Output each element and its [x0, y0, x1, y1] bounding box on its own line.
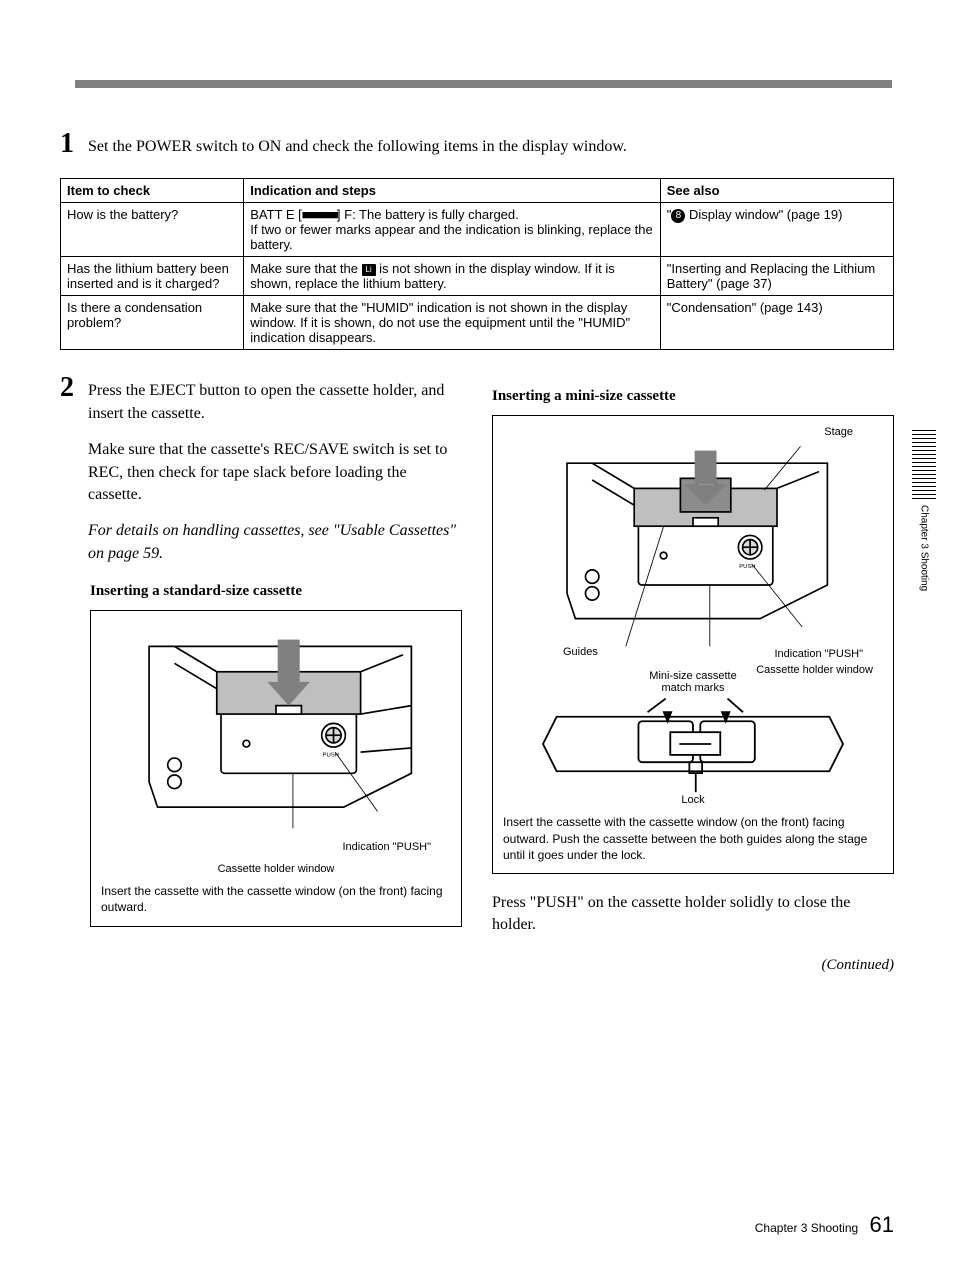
lithium-icon: Li	[362, 264, 376, 276]
step-2-body: Press the EJECT button to open the casse…	[88, 374, 462, 565]
cassette-mini-front-icon	[503, 694, 883, 794]
see-suffix: Display window" (page 19)	[685, 207, 842, 222]
label-push: Indication "PUSH"	[101, 841, 451, 853]
caption-standard: Insert the cassette with the cassette wi…	[101, 883, 451, 915]
figure-standard: PUSH Indication "PUSH" Cassette holder w…	[90, 610, 462, 926]
th-see: See also	[660, 179, 893, 203]
batt-prefix: BATT E [	[250, 207, 302, 222]
cell-item: How is the battery?	[61, 203, 244, 257]
cassette-mini-top-icon: PUSH	[503, 438, 883, 648]
footer-chapter: Chapter 3 Shooting	[755, 1221, 858, 1235]
th-item: Item to check	[61, 179, 244, 203]
cell-see: "Condensation" (page 143)	[660, 296, 893, 350]
after-text: Press "PUSH" on the cassette holder soli…	[492, 892, 894, 937]
th-indication: Indication and steps	[244, 179, 661, 203]
page-number: 61	[870, 1212, 894, 1237]
step-2-text: Press the EJECT button to open the casse…	[88, 380, 462, 425]
step-2-para3: For details on handling cassettes, see "…	[88, 520, 462, 565]
thumb-index-icon	[912, 430, 936, 499]
table-row: How is the battery? BATT E [■■■■■■] F: T…	[61, 203, 894, 257]
step-1-text: Set the POWER switch to ON and check the…	[88, 130, 627, 158]
batt-line2: If two or fewer marks appear and the ind…	[250, 222, 653, 252]
label-lock: Lock	[503, 794, 883, 806]
label-window: Cassette holder window	[101, 863, 451, 875]
top-rule	[75, 80, 892, 88]
label-stage: Stage	[503, 426, 883, 438]
step-1: 1 Set the POWER switch to ON and check t…	[60, 130, 894, 158]
heading-mini: Inserting a mini-size cassette	[492, 388, 894, 405]
figure-mini: Stage	[492, 415, 894, 874]
battery-blocks-icon: ■■■■■■	[302, 207, 337, 222]
table-row: Has the lithium battery been inserted an…	[61, 257, 894, 296]
batt-suffix: ] F: The battery is fully charged.	[337, 207, 519, 222]
circle-8-icon: 8	[671, 209, 685, 223]
cell-see: "8 Display window" (page 19)	[660, 203, 893, 257]
check-table: Item to check Indication and steps See a…	[60, 178, 894, 350]
table-header-row: Item to check Indication and steps See a…	[61, 179, 894, 203]
cell-item: Has the lithium battery been inserted an…	[61, 257, 244, 296]
heading-standard: Inserting a standard-size cassette	[90, 583, 462, 600]
page-content: 1 Set the POWER switch to ON and check t…	[60, 130, 894, 974]
cell-indication: Make sure that the Li is not shown in th…	[244, 257, 661, 296]
cassette-standard-icon: PUSH	[101, 621, 451, 841]
right-column: Inserting a mini-size cassette Stage	[492, 374, 894, 973]
cell-indication: Make sure that the "HUMID" indication is…	[244, 296, 661, 350]
two-column-layout: 2 Press the EJECT button to open the cas…	[60, 374, 894, 973]
left-column: 2 Press the EJECT button to open the cas…	[60, 374, 462, 973]
table-row: Is there a condensation problem? Make su…	[61, 296, 894, 350]
step-2-number: 2	[60, 374, 76, 565]
step-2: 2 Press the EJECT button to open the cas…	[60, 374, 462, 565]
cell-see: "Inserting and Replacing the Lithium Bat…	[660, 257, 893, 296]
side-chapter-label: Chapter 3 Shooting	[919, 505, 930, 591]
step-1-number: 1	[60, 130, 76, 158]
cell-item: Is there a condensation problem?	[61, 296, 244, 350]
continued-text: (Continued)	[492, 957, 894, 974]
footer: Chapter 3 Shooting 61	[755, 1212, 894, 1238]
step-2-para2: Make sure that the cassette's REC/SAVE s…	[88, 439, 462, 506]
cell-indication: BATT E [■■■■■■] F: The battery is fully …	[244, 203, 661, 257]
side-tab: Chapter 3 Shooting	[904, 430, 944, 591]
label-match2: match marks	[503, 682, 883, 694]
caption-mini: Insert the cassette with the cassette wi…	[503, 814, 883, 863]
li-prefix: Make sure that the	[250, 261, 361, 276]
